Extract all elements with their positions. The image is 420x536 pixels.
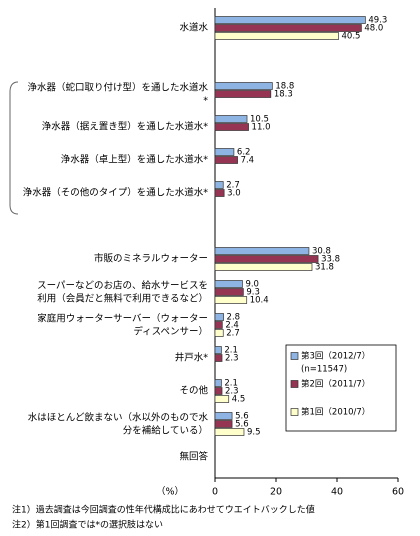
category-label: 浄水器（据え置き型）を通した水道水*: [42, 121, 209, 133]
legend-swatch: [290, 408, 299, 416]
legend-label: 第3回（2012/7）: [301, 351, 370, 362]
value-label: 5.6: [235, 412, 249, 422]
category-label: 水はほとんど飲まない（水以外のもので水分を補給している）: [28, 411, 209, 436]
bar: [214, 255, 319, 263]
x-tick-label: 20: [270, 487, 282, 498]
value-label: 2.3: [225, 354, 239, 364]
value-label: 30.8: [312, 247, 331, 257]
legend-swatch: [290, 380, 299, 388]
value-label: 9.0: [245, 280, 259, 290]
bracket: [9, 81, 19, 215]
bar: [214, 148, 235, 156]
note: 注2）第1回調査では*の選択肢はない: [12, 519, 163, 531]
bar: [214, 115, 248, 123]
value-label: 49.3: [368, 16, 387, 26]
category-label: 浄水器（卓上型）を通した水道水*: [61, 154, 209, 166]
value-label: 40.5: [342, 32, 361, 42]
bar: [214, 16, 366, 24]
value-label: 3.0: [227, 189, 241, 199]
value-label: 9.3: [246, 288, 260, 298]
legend-label: 第2回（2011/7）: [301, 379, 370, 390]
value-label: 2.7: [226, 181, 240, 191]
bar: [214, 354, 223, 362]
bar: [214, 379, 222, 387]
legend-box: [285, 344, 397, 432]
bar: [214, 420, 233, 428]
value-label: 10.4: [250, 296, 269, 306]
legend-label: 第1回（2010/7）: [301, 407, 370, 418]
bar: [214, 32, 339, 40]
category-label: 水道水: [179, 22, 208, 34]
bar: [214, 156, 238, 164]
category-label: スーパーなどのお店の、給水サービスを利用（会員だと無料で利用できるなど）: [37, 279, 208, 304]
bar: [214, 395, 230, 403]
category-label: 井戸水*: [175, 352, 209, 364]
bar: [214, 321, 223, 329]
category-label: 無回答: [179, 451, 208, 463]
legend-note: (n=11547): [301, 365, 347, 375]
value-label: 18.3: [274, 90, 293, 100]
bar: [214, 189, 225, 197]
value-label: 33.8: [321, 255, 340, 265]
value-label: 9.5: [247, 428, 261, 438]
bar: [214, 412, 233, 420]
x-tick-label: 60: [392, 487, 404, 498]
value-label: 2.1: [224, 379, 238, 389]
value-label: 18.8: [275, 82, 294, 92]
bar: [214, 280, 243, 288]
value-label: 2.1: [224, 346, 238, 356]
bar: [214, 296, 248, 304]
bar: [214, 82, 273, 90]
value-label: 6.2: [237, 148, 251, 158]
bar: [214, 24, 362, 32]
bar: [214, 346, 222, 354]
x-tick-label: 0: [212, 487, 218, 498]
x-tick-label: 40: [331, 487, 343, 498]
category-label: 市販のミネラルウォーター: [94, 253, 208, 265]
legend-swatch: [290, 352, 299, 360]
value-label: 5.6: [235, 420, 249, 430]
category-label: 家庭用ウォーターサーバー（ウォーターディスペンサー）: [37, 312, 208, 337]
bar: [214, 313, 224, 321]
value-label: 2.7: [226, 329, 240, 339]
category-label: その他: [179, 385, 208, 397]
value-label: 10.5: [250, 115, 269, 125]
category-label: 浄水器（蛇口取り付け型）を通した水道水*: [27, 81, 208, 106]
category-label: 浄水器（その他のタイプ）を通した水道水*: [23, 187, 209, 199]
bar: [214, 90, 272, 98]
bar: [214, 288, 244, 296]
value-label: 11.0: [252, 123, 271, 133]
bar: [214, 123, 249, 131]
value-label: 2.4: [225, 321, 239, 331]
bar: [214, 247, 310, 255]
value-label: 4.5: [232, 395, 246, 405]
value-label: 2.3: [225, 387, 239, 397]
value-label: 7.4: [241, 156, 255, 166]
value-label: 48.0: [364, 24, 383, 34]
bar: [214, 329, 224, 337]
bar: [214, 387, 223, 395]
value-label: 2.8: [227, 313, 241, 323]
note: 注1）過去調査は今回調査の性年代構成比にあわせてウエイトバックした値: [12, 504, 315, 516]
bar: [214, 263, 313, 271]
x-unit: （%）: [156, 486, 184, 498]
bar: [214, 181, 224, 189]
bar: [214, 428, 245, 436]
value-label: 31.8: [315, 263, 334, 273]
